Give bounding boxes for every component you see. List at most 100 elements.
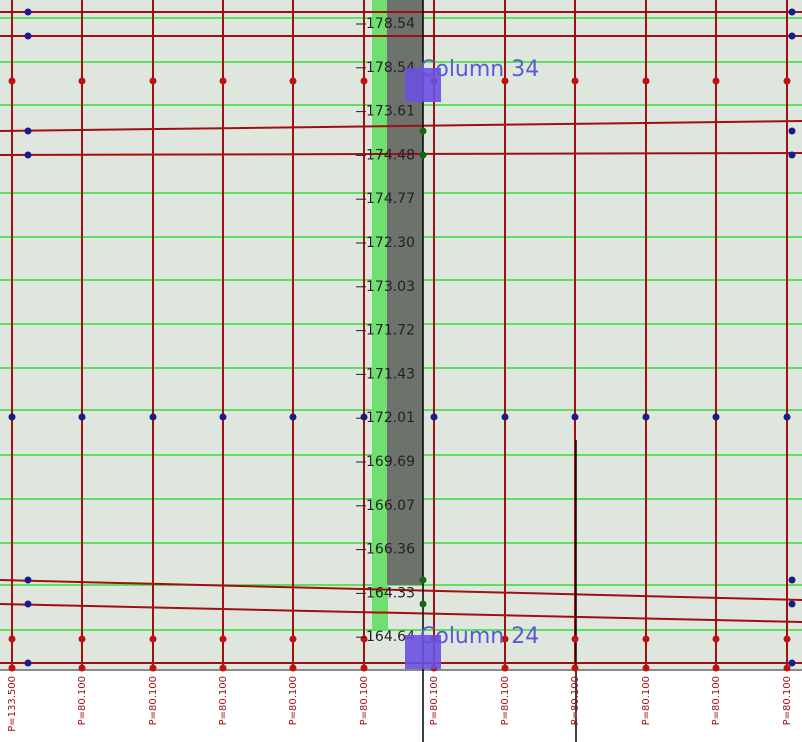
node — [289, 664, 297, 672]
node — [642, 664, 650, 672]
strip-label: 166.07 — [366, 498, 415, 514]
node — [8, 635, 16, 643]
node — [360, 413, 368, 421]
strip-label: 173.61 — [366, 104, 415, 120]
node — [788, 600, 796, 608]
node — [78, 664, 86, 672]
strip-label: 171.43 — [366, 366, 415, 382]
node — [24, 127, 32, 135]
node — [712, 413, 720, 421]
node — [642, 77, 650, 85]
strip-label: 172.30 — [366, 235, 415, 251]
node — [783, 635, 791, 643]
node — [712, 635, 720, 643]
node — [712, 77, 720, 85]
node — [219, 664, 227, 672]
bottom-label: P=80.100 — [429, 676, 440, 725]
node — [289, 413, 297, 421]
node — [501, 635, 509, 643]
node — [501, 664, 509, 672]
beam-line — [0, 579, 802, 601]
node — [783, 413, 791, 421]
node — [419, 600, 427, 608]
node — [501, 413, 509, 421]
beam-line — [0, 152, 802, 156]
node — [149, 635, 157, 643]
strip-label: 178.54 — [366, 60, 415, 76]
strip-label: 178.54 — [366, 16, 415, 32]
node — [501, 77, 509, 85]
node — [24, 32, 32, 40]
strip-label: 164.33 — [366, 585, 415, 601]
node — [642, 413, 650, 421]
node — [419, 127, 427, 135]
strip-label: 166.36 — [366, 542, 415, 558]
strip-label: 171.72 — [366, 323, 415, 339]
node — [219, 413, 227, 421]
node — [219, 635, 227, 643]
bottom-label: P=80.100 — [641, 676, 652, 725]
node — [78, 413, 86, 421]
bottom-label: P=80.100 — [148, 676, 159, 725]
strip-label: 169.69 — [366, 454, 415, 470]
bottom-label: P=80.100 — [218, 676, 229, 725]
column-strip-edge — [372, 0, 388, 630]
bottom-label: P=80.100 — [711, 676, 722, 725]
node — [24, 8, 32, 16]
bottom-label: P=80.100 — [500, 676, 511, 725]
node — [788, 8, 796, 16]
node — [8, 413, 16, 421]
node — [149, 664, 157, 672]
node — [712, 664, 720, 672]
column-marker — [405, 68, 441, 102]
node — [788, 32, 796, 40]
node — [8, 77, 16, 85]
bottom-label: P=80.100 — [570, 676, 581, 725]
node — [571, 413, 579, 421]
strip-label: 174.48 — [366, 147, 415, 163]
node — [788, 576, 796, 584]
node — [219, 77, 227, 85]
node — [571, 635, 579, 643]
node — [24, 151, 32, 159]
node — [24, 600, 32, 608]
node — [419, 576, 427, 584]
strip-label: 173.03 — [366, 279, 415, 295]
node — [419, 151, 427, 159]
node — [783, 664, 791, 672]
beam-line — [0, 603, 802, 623]
labels: 178.54 178.54 173.61 174.48 174.77 172.30 173.… — [7, 16, 793, 732]
node — [430, 413, 438, 421]
node — [642, 635, 650, 643]
node — [788, 151, 796, 159]
bottom-label: P=80.100 — [782, 676, 793, 725]
node — [783, 77, 791, 85]
node — [788, 127, 796, 135]
strip-label: 172.01 — [366, 410, 415, 426]
node — [360, 664, 368, 672]
beam-line — [0, 120, 802, 132]
node — [289, 635, 297, 643]
strip-label: 174.77 — [366, 191, 415, 207]
node — [788, 659, 796, 667]
bottom-label: P=80.100 — [77, 676, 88, 725]
node — [78, 635, 86, 643]
strip-label: 164.64 — [366, 629, 415, 645]
node — [360, 77, 368, 85]
node — [24, 659, 32, 667]
node — [289, 77, 297, 85]
column-marker — [405, 635, 441, 669]
node — [8, 664, 16, 672]
node — [78, 77, 86, 85]
bottom-label: P=80.100 — [359, 676, 370, 725]
node — [571, 664, 579, 672]
nodes — [8, 8, 796, 672]
bottom-label: P=80.100 — [288, 676, 299, 725]
bottom-label: P=133.500 — [7, 676, 18, 732]
node — [149, 413, 157, 421]
node — [149, 77, 157, 85]
node — [571, 77, 579, 85]
node — [24, 576, 32, 584]
